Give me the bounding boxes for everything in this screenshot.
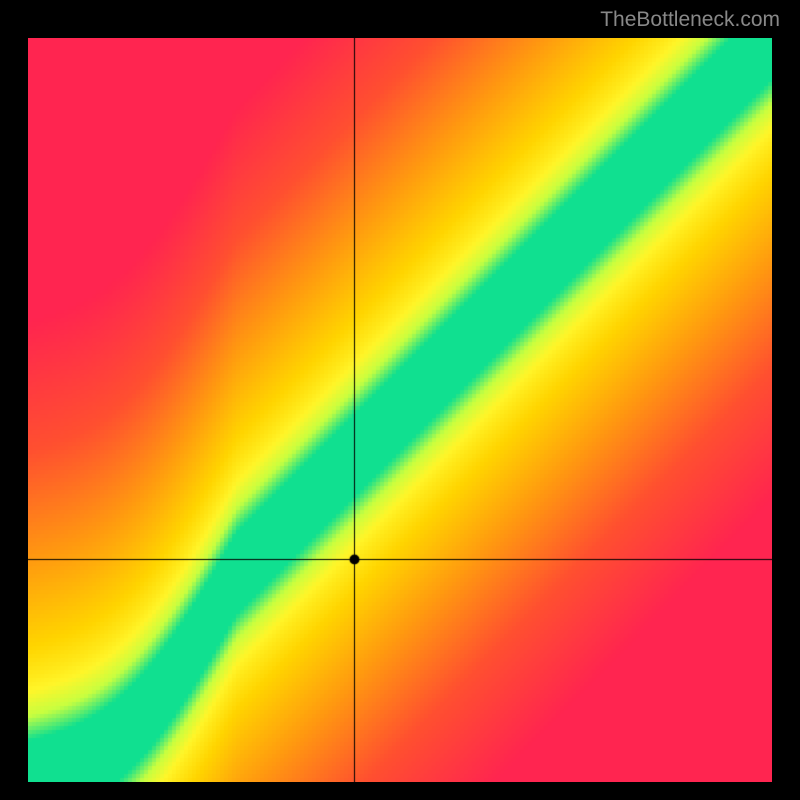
bottleneck-heatmap: [28, 38, 772, 782]
watermark-label: TheBottleneck.com: [600, 8, 780, 32]
chart-container: TheBottleneck.com: [0, 0, 800, 800]
